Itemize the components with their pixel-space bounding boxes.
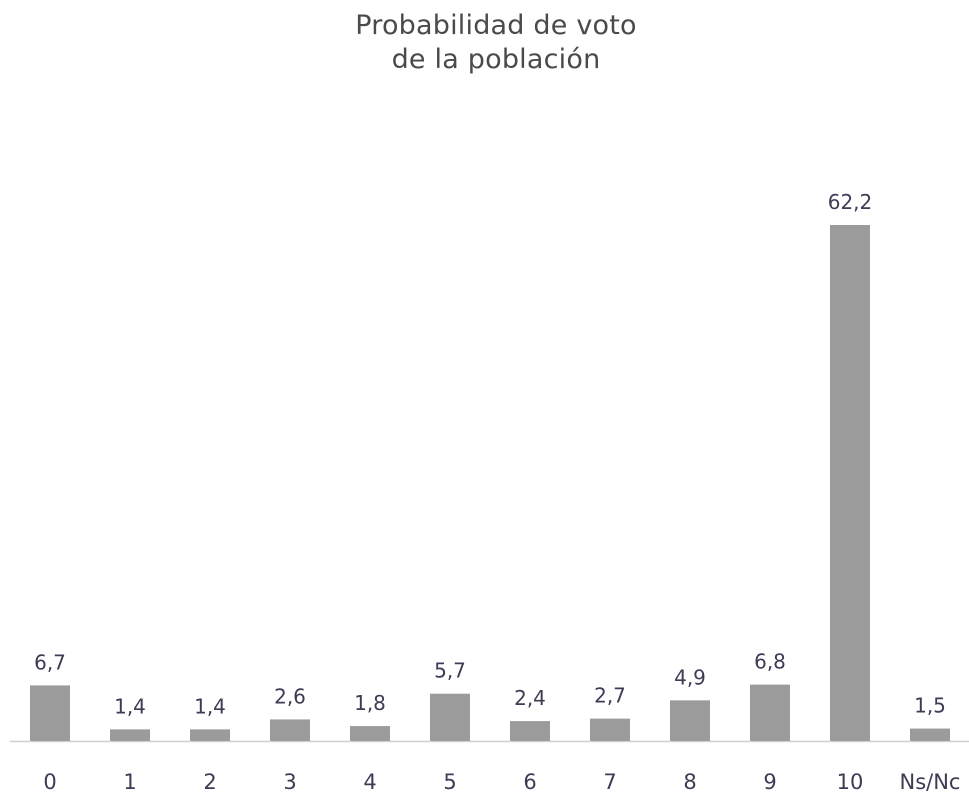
data-label: 62,2	[828, 190, 873, 214]
bar-5	[430, 693, 470, 741]
x-tick-label: 0	[43, 770, 56, 792]
bar-1	[110, 729, 150, 741]
x-tick-label: 2	[203, 770, 216, 792]
data-label: 1,4	[114, 694, 146, 718]
bar-4	[350, 726, 390, 741]
data-label: 2,7	[594, 684, 626, 708]
x-tick-label: 9	[763, 770, 776, 792]
x-tick-label: Ns/Nc	[900, 770, 961, 792]
data-label: 1,4	[194, 694, 226, 718]
x-tick-label: 5	[443, 770, 456, 792]
x-tick-label: 6	[523, 770, 536, 792]
bar-3	[270, 719, 310, 741]
bar-ns-nc	[910, 728, 950, 741]
x-tick-label: 1	[123, 770, 136, 792]
bar-8	[670, 700, 710, 741]
data-label: 6,7	[34, 650, 66, 674]
data-label: 4,9	[674, 665, 706, 689]
bar-6	[510, 721, 550, 741]
bar-10	[830, 225, 870, 741]
data-label: 2,4	[514, 686, 546, 710]
data-label: 2,6	[274, 684, 306, 708]
bar-7	[590, 718, 630, 741]
x-tick-label: 3	[283, 770, 296, 792]
x-tick-label: 8	[683, 770, 696, 792]
bar-9	[750, 684, 790, 741]
chart-title-line-2: de la población	[391, 44, 601, 75]
x-tick-label: 4	[363, 770, 376, 792]
data-label: 6,8	[754, 650, 786, 674]
bar-0	[30, 685, 70, 741]
x-tick-label: 10	[837, 770, 864, 792]
data-label: 5,7	[434, 659, 466, 683]
x-tick-label: 7	[603, 770, 616, 792]
bar-2	[190, 729, 230, 741]
data-label: 1,8	[354, 691, 386, 715]
data-label: 1,5	[914, 694, 946, 718]
chart-title-line-1: Probabilidad de voto	[355, 10, 637, 41]
